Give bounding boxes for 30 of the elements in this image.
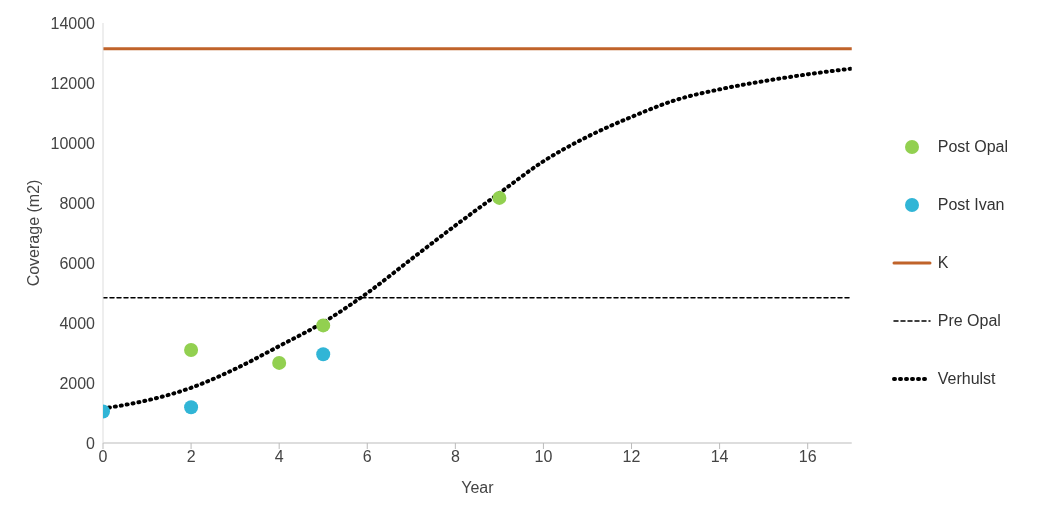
y-axis-title: Coverage (m2) bbox=[24, 179, 42, 287]
y-tick-label: 14000 bbox=[50, 14, 96, 32]
x-tick-label: 10 bbox=[534, 448, 553, 466]
x-tick-label: 12 bbox=[622, 448, 641, 466]
point bbox=[184, 400, 199, 415]
x-tick-label: 8 bbox=[450, 448, 460, 466]
x-tick-label: 0 bbox=[98, 448, 108, 466]
x-tick-label: 6 bbox=[362, 448, 372, 466]
y-tick-label: 12000 bbox=[50, 74, 96, 92]
y-tick-label: 6000 bbox=[59, 254, 96, 272]
x-tick-label: 14 bbox=[710, 448, 729, 466]
legend-label: Post Ivan bbox=[937, 196, 1005, 214]
y-tick-label: 2000 bbox=[59, 374, 96, 392]
x-tick-label: 16 bbox=[798, 448, 817, 466]
x-tick-label: 2 bbox=[186, 448, 196, 466]
point bbox=[316, 318, 331, 333]
y-tick-label: 0 bbox=[86, 434, 96, 452]
point bbox=[184, 343, 199, 357]
legend-label: K bbox=[937, 254, 949, 272]
legend-label: Verhulst bbox=[937, 370, 996, 388]
point bbox=[492, 190, 507, 205]
point bbox=[316, 347, 331, 362]
x-tick-label: 4 bbox=[274, 448, 284, 466]
x-axis-title: Year bbox=[461, 479, 495, 496]
y-tick-label: 8000 bbox=[59, 194, 96, 212]
point bbox=[272, 355, 287, 370]
y-tick-label: 10000 bbox=[50, 134, 96, 152]
y-tick-label: 4000 bbox=[59, 314, 96, 332]
legend-label: Pre Opal bbox=[937, 312, 1001, 330]
legend-label: Post Opal bbox=[937, 138, 1008, 156]
